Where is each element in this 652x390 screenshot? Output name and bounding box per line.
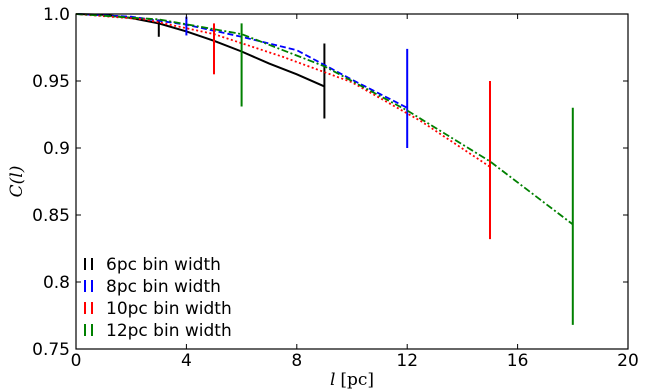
plot-marks (75, 13, 574, 325)
legend-label-1: 8pc bin width (106, 277, 221, 297)
y-tick-label: 0.75 (32, 340, 70, 360)
series-line-3 (75, 13, 574, 226)
plot-frame (75, 13, 629, 350)
legend-label-2: 10pc bin width (106, 299, 232, 319)
x-axis-label: l [pc] (330, 370, 374, 390)
x-tick-label: 20 (617, 351, 639, 371)
x-tick-label: 4 (181, 351, 192, 371)
y-tick-label: 0.9 (43, 139, 70, 159)
x-tick-label: 8 (291, 351, 302, 371)
x-tick-label: 0 (71, 351, 82, 371)
legend-label-0: 6pc bin width (106, 255, 221, 275)
y-tick-label: 0.8 (43, 273, 70, 293)
x-axis-label-unit: [pc] (340, 370, 374, 390)
legend-label-3: 12pc bin width (106, 321, 232, 341)
y-axis-label: C(l) (7, 166, 27, 198)
x-tick-label: 12 (396, 351, 418, 371)
y-tick-label: 1.0 (43, 5, 70, 25)
axis-ticks: 0 4 8 12 16 20 0.75 0.8 0.85 0.9 0.95 1.0 (32, 5, 639, 371)
x-tick-label: 16 (507, 351, 529, 371)
y-tick-label: 0.95 (32, 72, 70, 92)
y-tick-label: 0.85 (32, 206, 70, 226)
x-axis-label-variable: l (330, 370, 335, 390)
series-line-2 (75, 13, 491, 168)
